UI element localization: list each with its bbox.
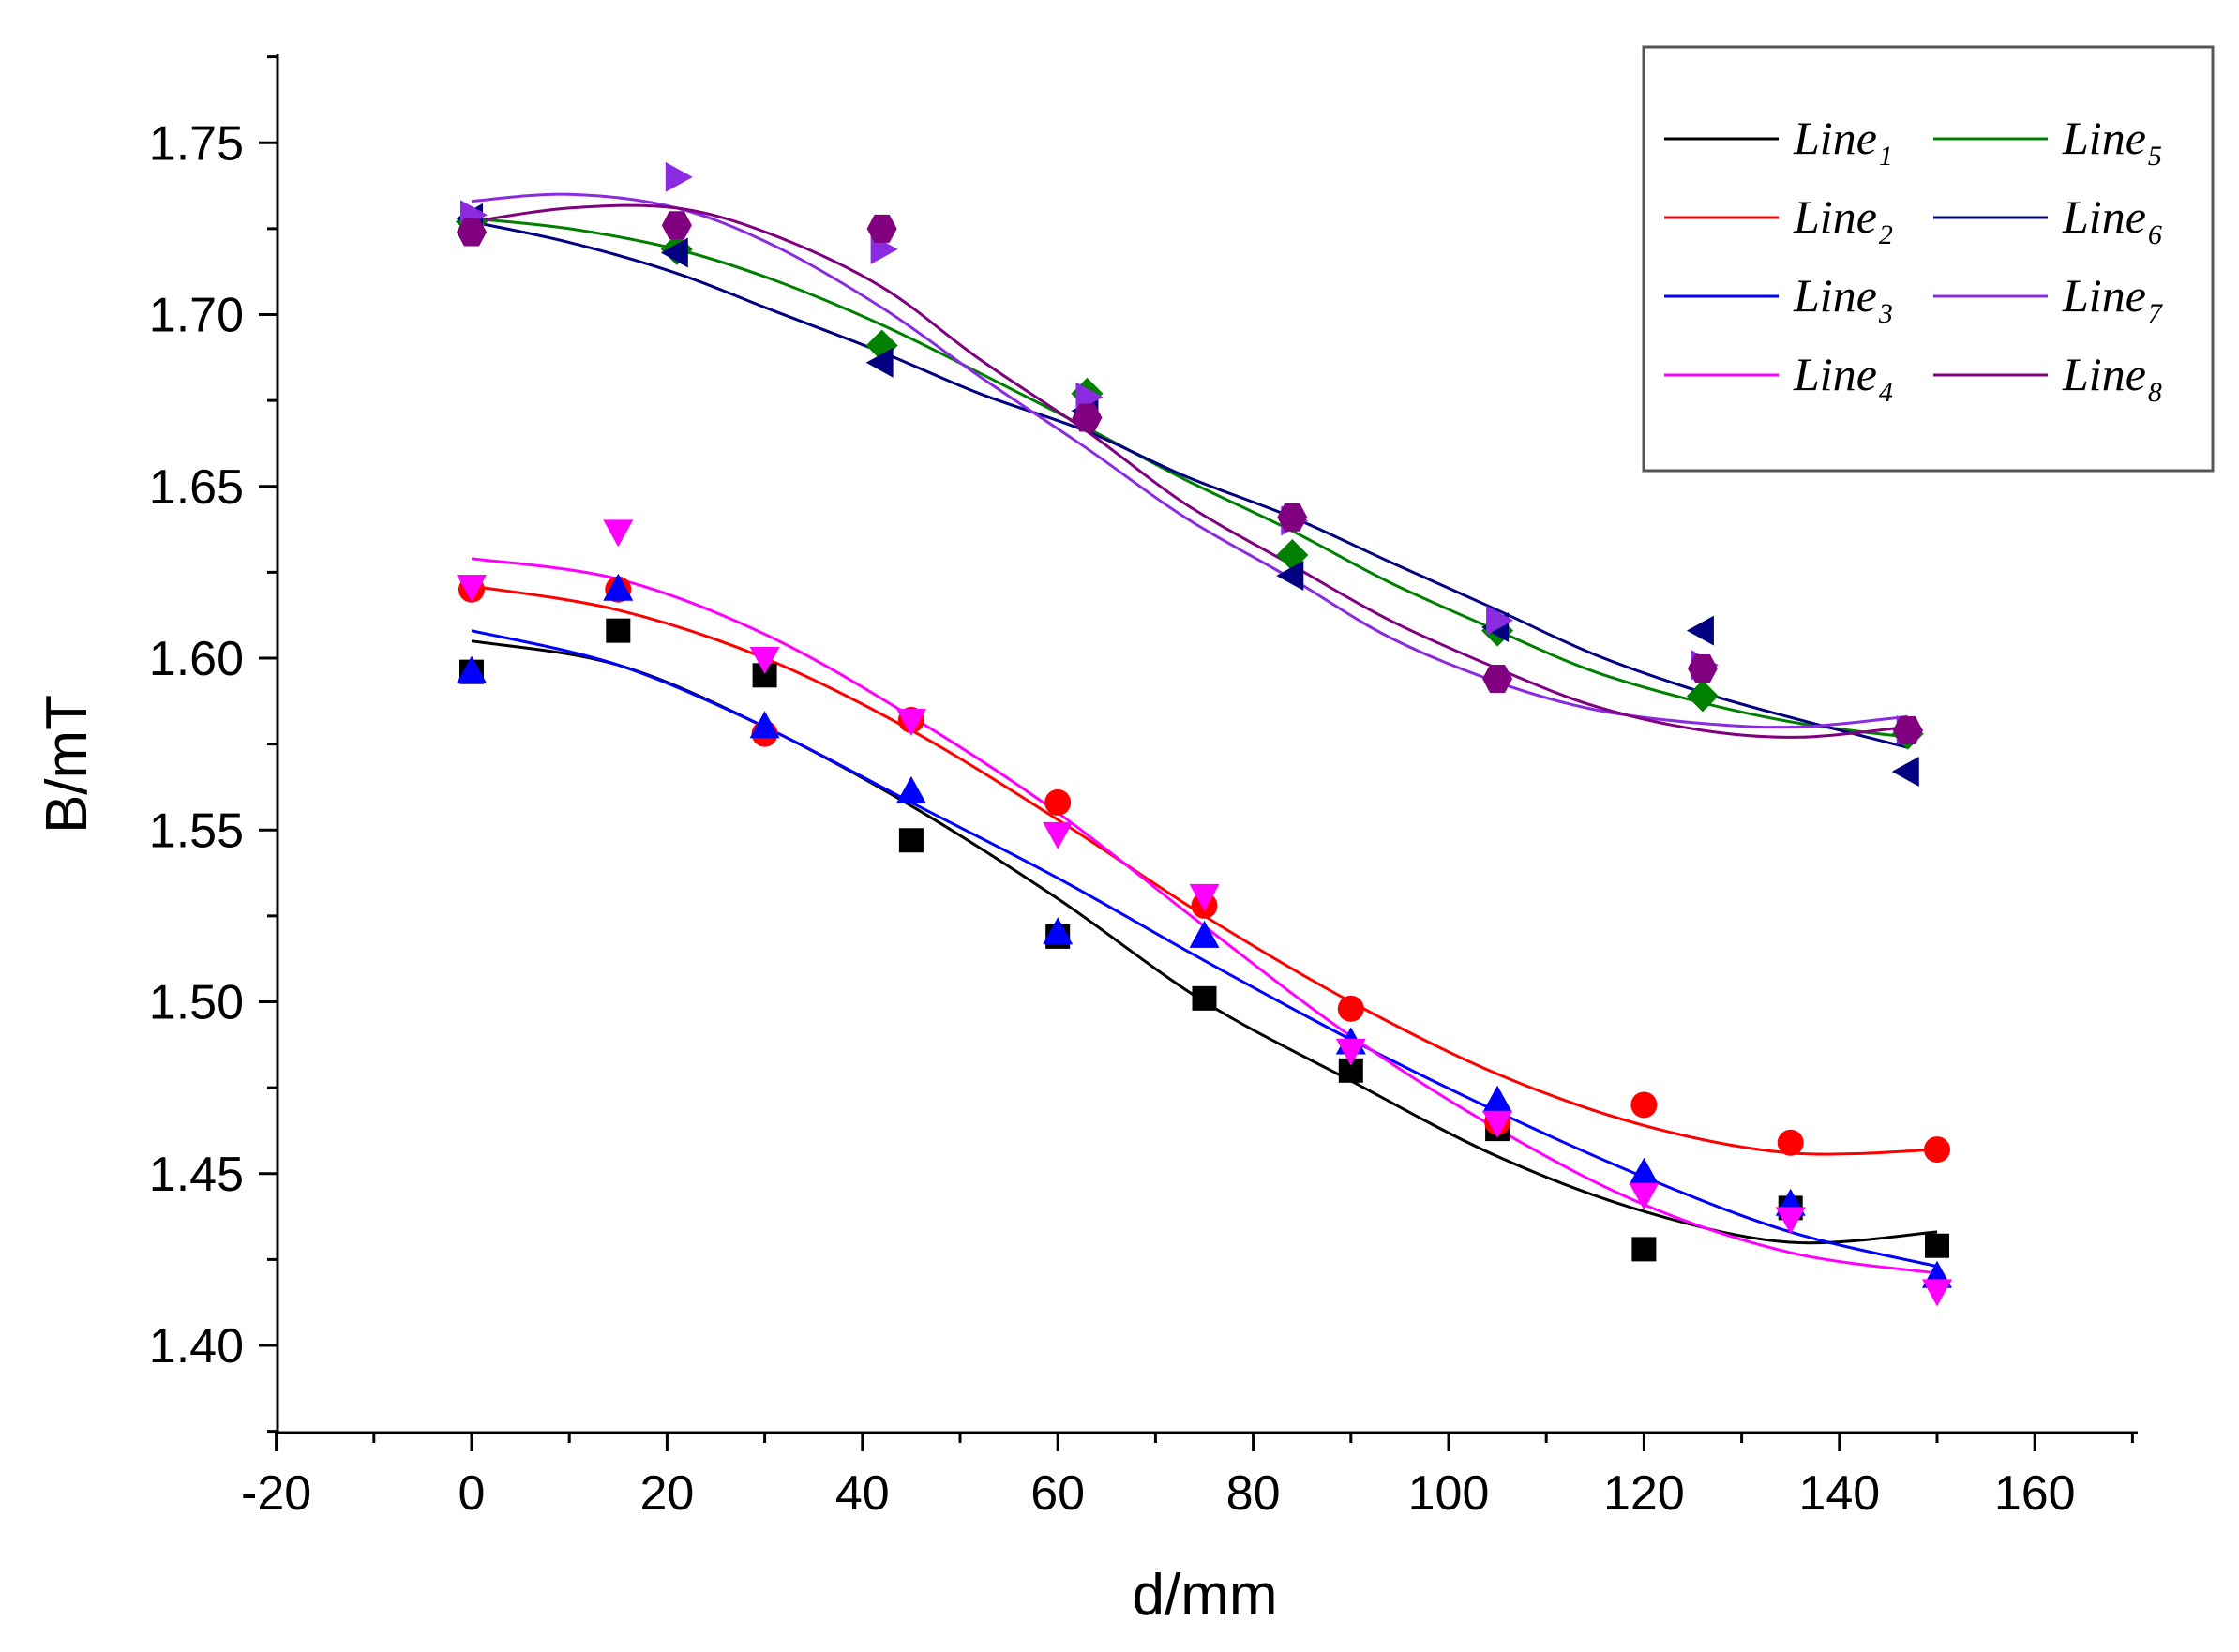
x-axis-title: d/mm <box>1133 1563 1278 1628</box>
x-tick-label: 20 <box>639 1466 694 1521</box>
y-tick-label: 1.70 <box>149 289 244 343</box>
legend-subscript: 8 <box>2148 377 2162 408</box>
x-tick-label: 120 <box>1603 1466 1685 1521</box>
point-1 <box>899 828 924 852</box>
y-tick-label: 1.60 <box>149 632 244 686</box>
y-axis-title: B/mT <box>35 695 99 834</box>
legend-name: Line <box>1793 348 1877 400</box>
legend-subscript: 4 <box>1879 377 1893 408</box>
point-2 <box>1338 996 1364 1022</box>
point-1 <box>1193 986 1217 1011</box>
y-tick-label: 1.40 <box>149 1319 244 1374</box>
legend-box <box>1644 47 2213 471</box>
x-tick-label: -20 <box>241 1466 311 1521</box>
point-1 <box>606 619 630 643</box>
x-tick-label: 60 <box>1030 1466 1085 1521</box>
legend-name: Line <box>1793 269 1877 322</box>
legend-subscript: 2 <box>1879 219 1893 250</box>
point-2 <box>1630 1091 1657 1118</box>
x-tick-label: 80 <box>1226 1466 1281 1521</box>
y-tick-label: 1.65 <box>149 460 244 515</box>
legend-name: Line <box>2062 348 2146 400</box>
x-tick-label: 160 <box>1994 1466 2076 1521</box>
x-tick-label: 140 <box>1798 1466 1880 1521</box>
point-1 <box>1925 1234 1949 1258</box>
point-2 <box>1044 789 1071 816</box>
legend-name: Line <box>2062 269 2146 322</box>
legend-subscript: 7 <box>2148 298 2164 329</box>
y-tick-label: 1.50 <box>149 976 244 1030</box>
point-2 <box>1778 1130 1804 1156</box>
point-2 <box>1924 1136 1950 1163</box>
legend-name: Line <box>1793 190 1877 243</box>
legend-name: Line <box>2062 112 2146 164</box>
legend-subscript: 6 <box>2148 219 2162 250</box>
legend-name: Line <box>1793 112 1877 164</box>
legend-subscript: 1 <box>1879 141 1893 172</box>
y-tick-label: 1.75 <box>149 116 244 171</box>
legend-name: Line <box>2062 190 2146 243</box>
y-tick-label: 1.55 <box>149 803 244 858</box>
legend-subscript: 3 <box>1878 298 1893 329</box>
x-tick-label: 40 <box>835 1466 890 1521</box>
scatter-chart: -20 0 20 40 60 80 100 120 140 160 1.40 1.45 1.50 1.55… <box>0 0 2239 1652</box>
legend-subscript: 5 <box>2148 141 2162 172</box>
y-tick-label: 1.45 <box>149 1148 244 1202</box>
point-1 <box>1631 1237 1656 1261</box>
x-tick-label: 100 <box>1408 1466 1490 1521</box>
x-tick-label: 0 <box>458 1466 486 1521</box>
